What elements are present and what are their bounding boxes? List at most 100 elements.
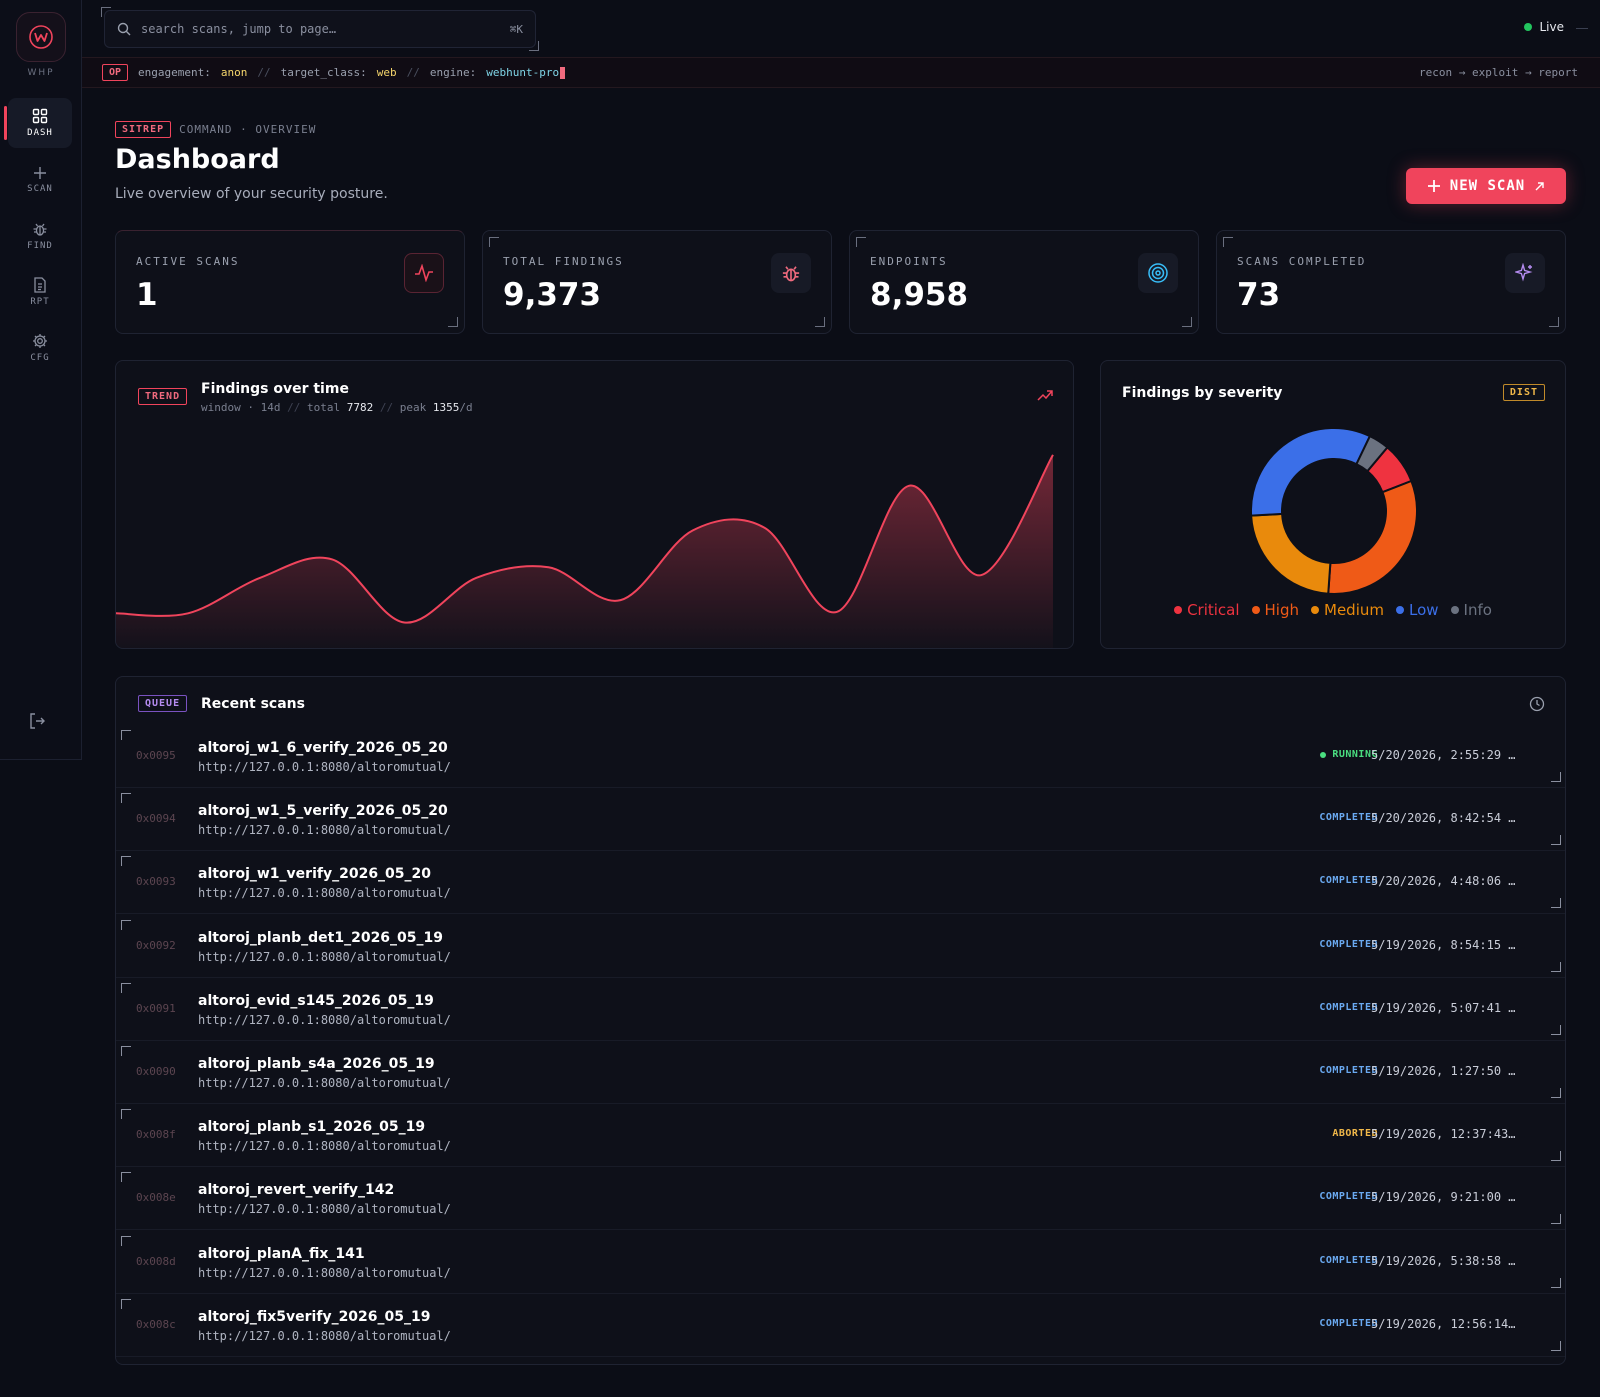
trend-meta: window · 14d // total 7782 // peak 1355/… <box>201 401 473 414</box>
search-icon <box>117 22 131 36</box>
legend-item-medium[interactable]: Medium <box>1311 601 1384 619</box>
scan-id: 0x0092 <box>136 938 176 952</box>
legend-item-low[interactable]: Low <box>1396 601 1439 619</box>
logout-icon <box>30 713 45 729</box>
stat-card-scans-completed[interactable]: SCANS COMPLETED 73 <box>1216 230 1566 334</box>
status-label: COMPLETED <box>1319 1001 1378 1013</box>
trend-point[interactable] <box>542 561 554 573</box>
scan-url: http://127.0.0.1:8080/altoromutual/ <box>198 1012 451 1027</box>
scan-row[interactable]: 0x008e altoroj_revert_verify_142 http://12… <box>116 1167 1565 1231</box>
app-logo[interactable] <box>16 12 66 62</box>
scan-row[interactable]: 0x0092 altoroj_planb_det1_2026_05_19 http:… <box>116 915 1565 978</box>
legend-label: Critical <box>1187 601 1240 619</box>
trend-total-value: 7782 <box>346 401 374 414</box>
row-corner <box>1551 1340 1561 1351</box>
donut-slice-low[interactable] <box>1250 427 1372 517</box>
target-value: web <box>376 66 397 79</box>
page-title: Dashboard <box>115 144 280 175</box>
status-label: COMPLETED <box>1319 1254 1378 1266</box>
trend-point[interactable] <box>470 572 482 584</box>
stat-card-total-findings[interactable]: TOTAL FINDINGS 9,373 <box>482 230 832 334</box>
page-subtitle: Live overview of your security posture. <box>115 186 388 202</box>
donut-slice-medium[interactable] <box>1250 512 1332 595</box>
row-corner <box>1551 1088 1561 1098</box>
nav-item-dash[interactable]: DASH <box>4 98 72 148</box>
trend-point[interactable] <box>759 522 771 534</box>
legend-item-critical[interactable]: Critical <box>1174 601 1240 619</box>
stat-card-endpoints[interactable]: ENDPOINTS 8,958 <box>849 230 1199 334</box>
trend-area <box>116 454 1053 648</box>
status-badge: COMPLETED <box>1319 1318 1378 1329</box>
trend-point[interactable] <box>615 594 627 606</box>
scan-name[interactable]: altoroj_planA_fix_141 <box>198 1245 365 1262</box>
status-badge: COMPLETED <box>1319 1002 1378 1013</box>
nav-label-rpt: RPT <box>30 297 50 307</box>
scan-name[interactable]: altoroj_planb_s4a_2026_05_19 <box>198 1056 435 1072</box>
scan-timestamp: 5/19/2026, 9:21:00 AM <box>1371 1190 1521 1205</box>
status-badge: COMPLETED <box>1319 1065 1378 1076</box>
row-corner <box>121 1109 131 1120</box>
scan-name[interactable]: altoroj_w1_5_verify_2026_05_20 <box>198 803 448 820</box>
search-box[interactable]: ⌘K <box>101 7 539 51</box>
nav-item-scan[interactable]: SCAN <box>8 155 72 205</box>
card-corner <box>489 237 499 247</box>
status-label: COMPLETED <box>1319 1317 1378 1329</box>
trend-point[interactable] <box>903 480 915 492</box>
scan-row[interactable]: 0x0094 altoroj_w1_5_verify_2026_05_20 http… <box>116 788 1565 852</box>
clock-icon[interactable] <box>1529 696 1545 712</box>
scan-row[interactable]: 0x0093 altoroj_w1_verify_2026_05_20 http:/… <box>116 851 1565 915</box>
trend-title: Findings over time <box>201 381 349 397</box>
row-corner <box>121 1172 131 1183</box>
status-badge: ABORTED <box>1332 1128 1378 1139</box>
scan-row[interactable]: 0x008d altoroj_planA_fix_141 http://127.0.… <box>116 1231 1565 1294</box>
logout-button[interactable] <box>28 712 46 734</box>
scan-name[interactable]: altoroj_revert_verify_142 <box>198 1182 395 1199</box>
new-scan-button[interactable]: NEW SCAN <box>1406 168 1566 204</box>
running-dot <box>1320 751 1327 758</box>
scan-url: http://127.0.0.1:8080/altoromutual/ <box>198 1202 451 1217</box>
trend-point[interactable] <box>1047 449 1059 461</box>
nav-item-cfg[interactable]: CFG <box>8 323 72 373</box>
card-corner <box>1182 317 1192 327</box>
nav-item-rpt[interactable]: RPT <box>8 267 72 317</box>
scan-row[interactable]: 0x0090 altoroj_planb_s4a_2026_05_19 http:/… <box>116 1041 1565 1104</box>
scan-name[interactable]: altoroj_planb_s1_2026_05_19 <box>198 1119 426 1136</box>
scan-row[interactable]: 0x008f altoroj_planb_s1_2026_05_19 http://… <box>116 1104 1565 1168</box>
row-corner <box>1551 835 1561 846</box>
row-corner <box>1551 772 1561 782</box>
trend-total-label: total <box>306 401 341 414</box>
trend-point[interactable] <box>687 524 699 536</box>
trend-window: window · 14d <box>201 401 281 414</box>
scan-row[interactable]: 0x0095 altoroj_w1_6_verify_2026_05_20 http… <box>116 725 1565 788</box>
donut-slice-info[interactable] <box>1355 434 1389 473</box>
status-badge: COMPLETED <box>1319 875 1378 886</box>
trend-point[interactable] <box>326 553 338 565</box>
scan-name[interactable]: altoroj_w1_6_verify_2026_05_20 <box>198 740 448 756</box>
trend-point[interactable] <box>398 616 410 628</box>
legend-item-high[interactable]: High <box>1251 601 1299 619</box>
scan-name[interactable]: altoroj_fix5verify_2026_05_19 <box>198 1308 431 1325</box>
scan-row[interactable]: 0x008c altoroj_fix5verify_2026_05_19 http:… <box>116 1294 1565 1357</box>
donut-slice-high[interactable] <box>1327 479 1418 595</box>
scan-timestamp: 5/20/2026, 8:42:54 AM <box>1371 811 1521 826</box>
topbar: ⌘K Live <box>82 0 1600 58</box>
legend-item-info[interactable]: Info <box>1450 601 1492 619</box>
nav-label-find: FIND <box>27 241 53 251</box>
trend-point[interactable] <box>254 572 266 584</box>
sidebar: WHP DASH SCAN FIND RPT CFG <box>0 0 82 760</box>
trend-point[interactable] <box>182 607 194 619</box>
scan-name[interactable]: altoroj_planb_det1_2026_05_19 <box>198 929 444 946</box>
trend-point[interactable] <box>831 606 843 618</box>
scan-id: 0x008d <box>136 1254 176 1268</box>
legend-swatch <box>1251 606 1260 614</box>
scan-row[interactable]: 0x0091 altoroj_evid_s145_2026_05_19 http:/… <box>116 978 1565 1041</box>
trend-point[interactable] <box>975 569 987 581</box>
scan-name[interactable]: altoroj_w1_verify_2026_05_20 <box>198 866 432 883</box>
trend-tag: TREND <box>138 388 188 405</box>
nav-item-find[interactable]: FIND <box>8 211 72 261</box>
live-dot <box>1524 23 1533 31</box>
search-input[interactable] <box>141 22 500 36</box>
row-corner <box>121 982 131 993</box>
scan-name[interactable]: altoroj_evid_s145_2026_05_19 <box>198 992 434 1009</box>
stat-card-active-scans[interactable]: ACTIVE SCANS 1 <box>115 230 465 334</box>
